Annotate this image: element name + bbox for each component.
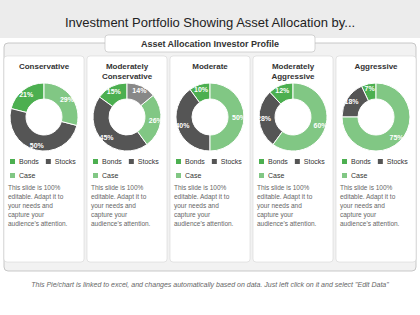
svg-text:your needs and: your needs and — [340, 202, 385, 210]
svg-text:Case: Case — [268, 172, 284, 179]
svg-text:audience's attention.: audience's attention. — [174, 220, 234, 227]
svg-text:Bonds: Bonds — [19, 158, 39, 165]
svg-text:75%: 75% — [389, 134, 404, 141]
svg-text:Case: Case — [102, 172, 118, 179]
svg-text:capture your: capture your — [174, 211, 211, 219]
svg-text:editable. Adapt it to: editable. Adapt it to — [174, 193, 230, 201]
svg-text:60%: 60% — [314, 122, 329, 129]
svg-text:40%: 40% — [175, 122, 190, 129]
svg-text:your needs and: your needs and — [91, 202, 136, 210]
svg-text:This slide is 100%: This slide is 100% — [8, 184, 61, 191]
svg-text:Stocks: Stocks — [138, 158, 160, 165]
svg-text:12%: 12% — [275, 87, 290, 94]
svg-text:This slide is 100%: This slide is 100% — [174, 184, 227, 191]
svg-text:Stocks: Stocks — [387, 158, 409, 165]
svg-text:26%: 26% — [149, 117, 164, 124]
svg-text:audience's attention.: audience's attention. — [340, 220, 400, 227]
svg-text:capture your: capture your — [257, 211, 294, 219]
svg-text:your needs and: your needs and — [257, 202, 302, 210]
svg-text:This slide is 100%: This slide is 100% — [340, 184, 393, 191]
svg-text:50%: 50% — [232, 114, 247, 121]
svg-text:Stocks: Stocks — [55, 158, 77, 165]
svg-text:Case: Case — [19, 172, 35, 179]
svg-text:audience's attention.: audience's attention. — [8, 220, 68, 227]
svg-text:Moderately: Moderately — [272, 62, 315, 71]
svg-text:your needs and: your needs and — [8, 202, 53, 210]
svg-text:your needs and: your needs and — [174, 202, 219, 210]
svg-text:This slide is 100%: This slide is 100% — [91, 184, 144, 191]
svg-text:7%: 7% — [365, 85, 376, 92]
svg-text:editable. Adapt it to: editable. Adapt it to — [257, 193, 313, 201]
svg-text:Investment Portfolio Showing A: Investment Portfolio Showing Asset Alloc… — [65, 15, 355, 30]
svg-text:Conservative: Conservative — [102, 72, 153, 81]
svg-text:Bonds: Bonds — [351, 158, 371, 165]
svg-text:Bonds: Bonds — [185, 158, 205, 165]
svg-text:Moderate: Moderate — [192, 62, 228, 71]
svg-text:capture your: capture your — [340, 211, 377, 219]
svg-text:18%: 18% — [345, 98, 360, 105]
svg-text:29%: 29% — [60, 96, 75, 103]
svg-text:capture your: capture your — [8, 211, 45, 219]
svg-text:Bonds: Bonds — [268, 158, 288, 165]
svg-text:Conservative: Conservative — [19, 62, 70, 71]
svg-text:Stocks: Stocks — [304, 158, 326, 165]
svg-text:50%: 50% — [30, 142, 45, 149]
svg-text:Case: Case — [185, 172, 201, 179]
svg-text:21%: 21% — [19, 91, 34, 98]
svg-text:capture your: capture your — [91, 211, 128, 219]
svg-text:Asset Allocation Investor Prof: Asset Allocation Investor Profile — [141, 39, 279, 49]
svg-text:Aggressive: Aggressive — [354, 62, 398, 71]
svg-text:28%: 28% — [257, 115, 272, 122]
svg-text:editable. Adapt it to: editable. Adapt it to — [8, 193, 64, 201]
svg-text:This slide is 100%: This slide is 100% — [257, 184, 310, 191]
svg-text:10%: 10% — [194, 86, 209, 93]
svg-text:audience's attention.: audience's attention. — [257, 220, 317, 227]
svg-text:14%: 14% — [132, 87, 147, 94]
svg-text:Aggressive: Aggressive — [271, 72, 315, 81]
svg-text:Stocks: Stocks — [221, 158, 243, 165]
svg-text:editable. Adapt it to: editable. Adapt it to — [91, 193, 147, 201]
svg-text:audience's attention.: audience's attention. — [91, 220, 151, 227]
svg-text:Moderately: Moderately — [106, 62, 149, 71]
svg-text:15%: 15% — [107, 88, 122, 95]
svg-text:45%: 45% — [99, 134, 114, 141]
svg-text:This Pie/chart is linked to ex: This Pie/chart is linked to excel, and c… — [31, 281, 389, 289]
svg-text:editable. Adapt it to: editable. Adapt it to — [340, 193, 396, 201]
svg-text:Case: Case — [351, 172, 367, 179]
svg-text:Bonds: Bonds — [102, 158, 122, 165]
